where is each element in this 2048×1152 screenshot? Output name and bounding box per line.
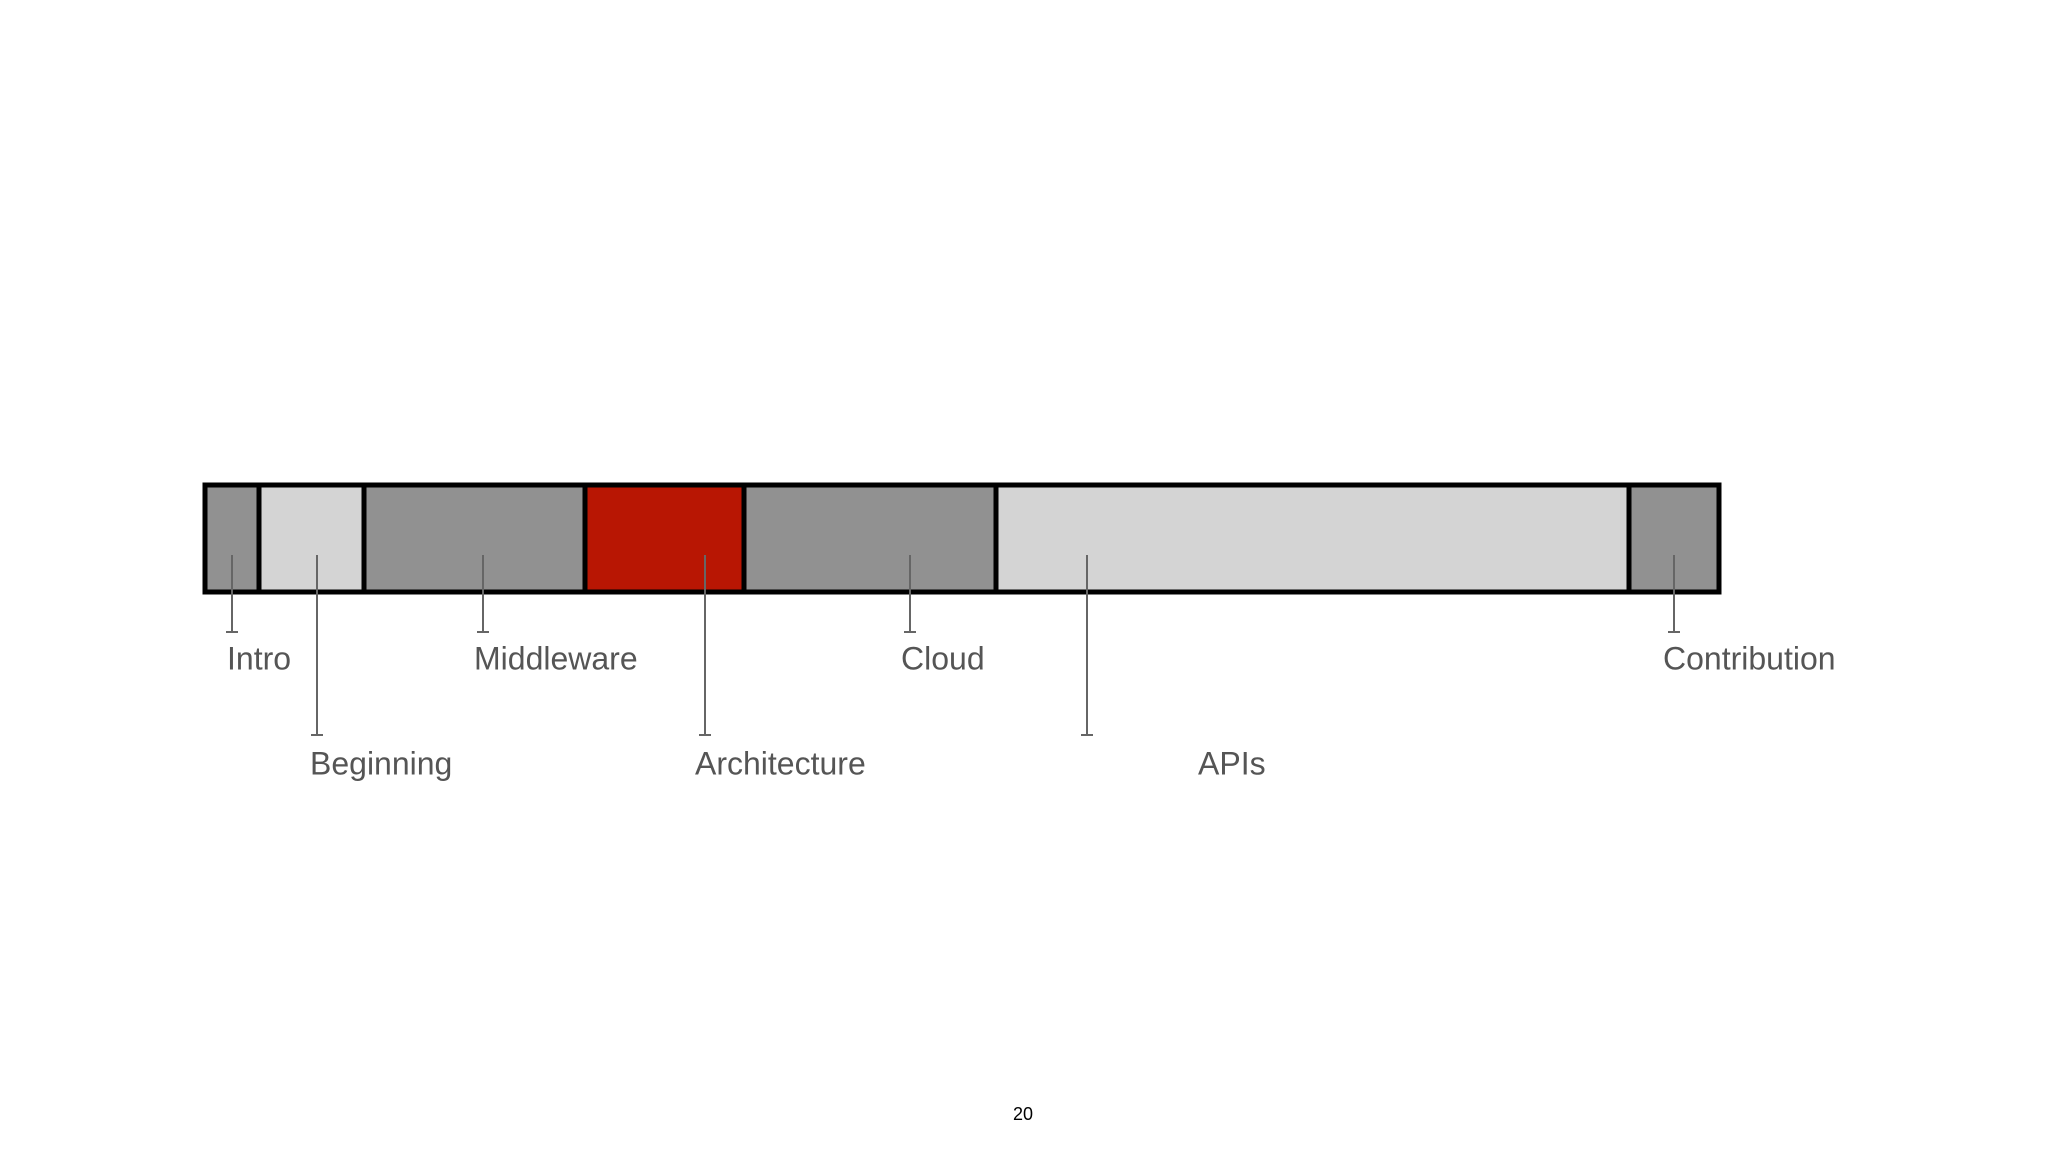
section-block-current [582,482,747,595]
section-block [256,482,367,595]
section-label: Beginning [310,745,452,781]
section-label: Middleware [474,640,638,676]
section-block [741,482,999,595]
section-block [361,482,588,595]
section-label: Architecture [695,745,866,781]
section-block [993,482,1632,595]
leaders [226,555,1680,736]
page-number: 20 [1013,1104,1033,1124]
section-label: Contribution [1663,640,1836,676]
labels: Intro Beginning Middleware Architecture … [227,640,1836,781]
section-label: APIs [1198,745,1266,781]
progress-bar [202,482,1722,595]
section-label: Intro [227,640,291,676]
section-label: Cloud [901,640,985,676]
